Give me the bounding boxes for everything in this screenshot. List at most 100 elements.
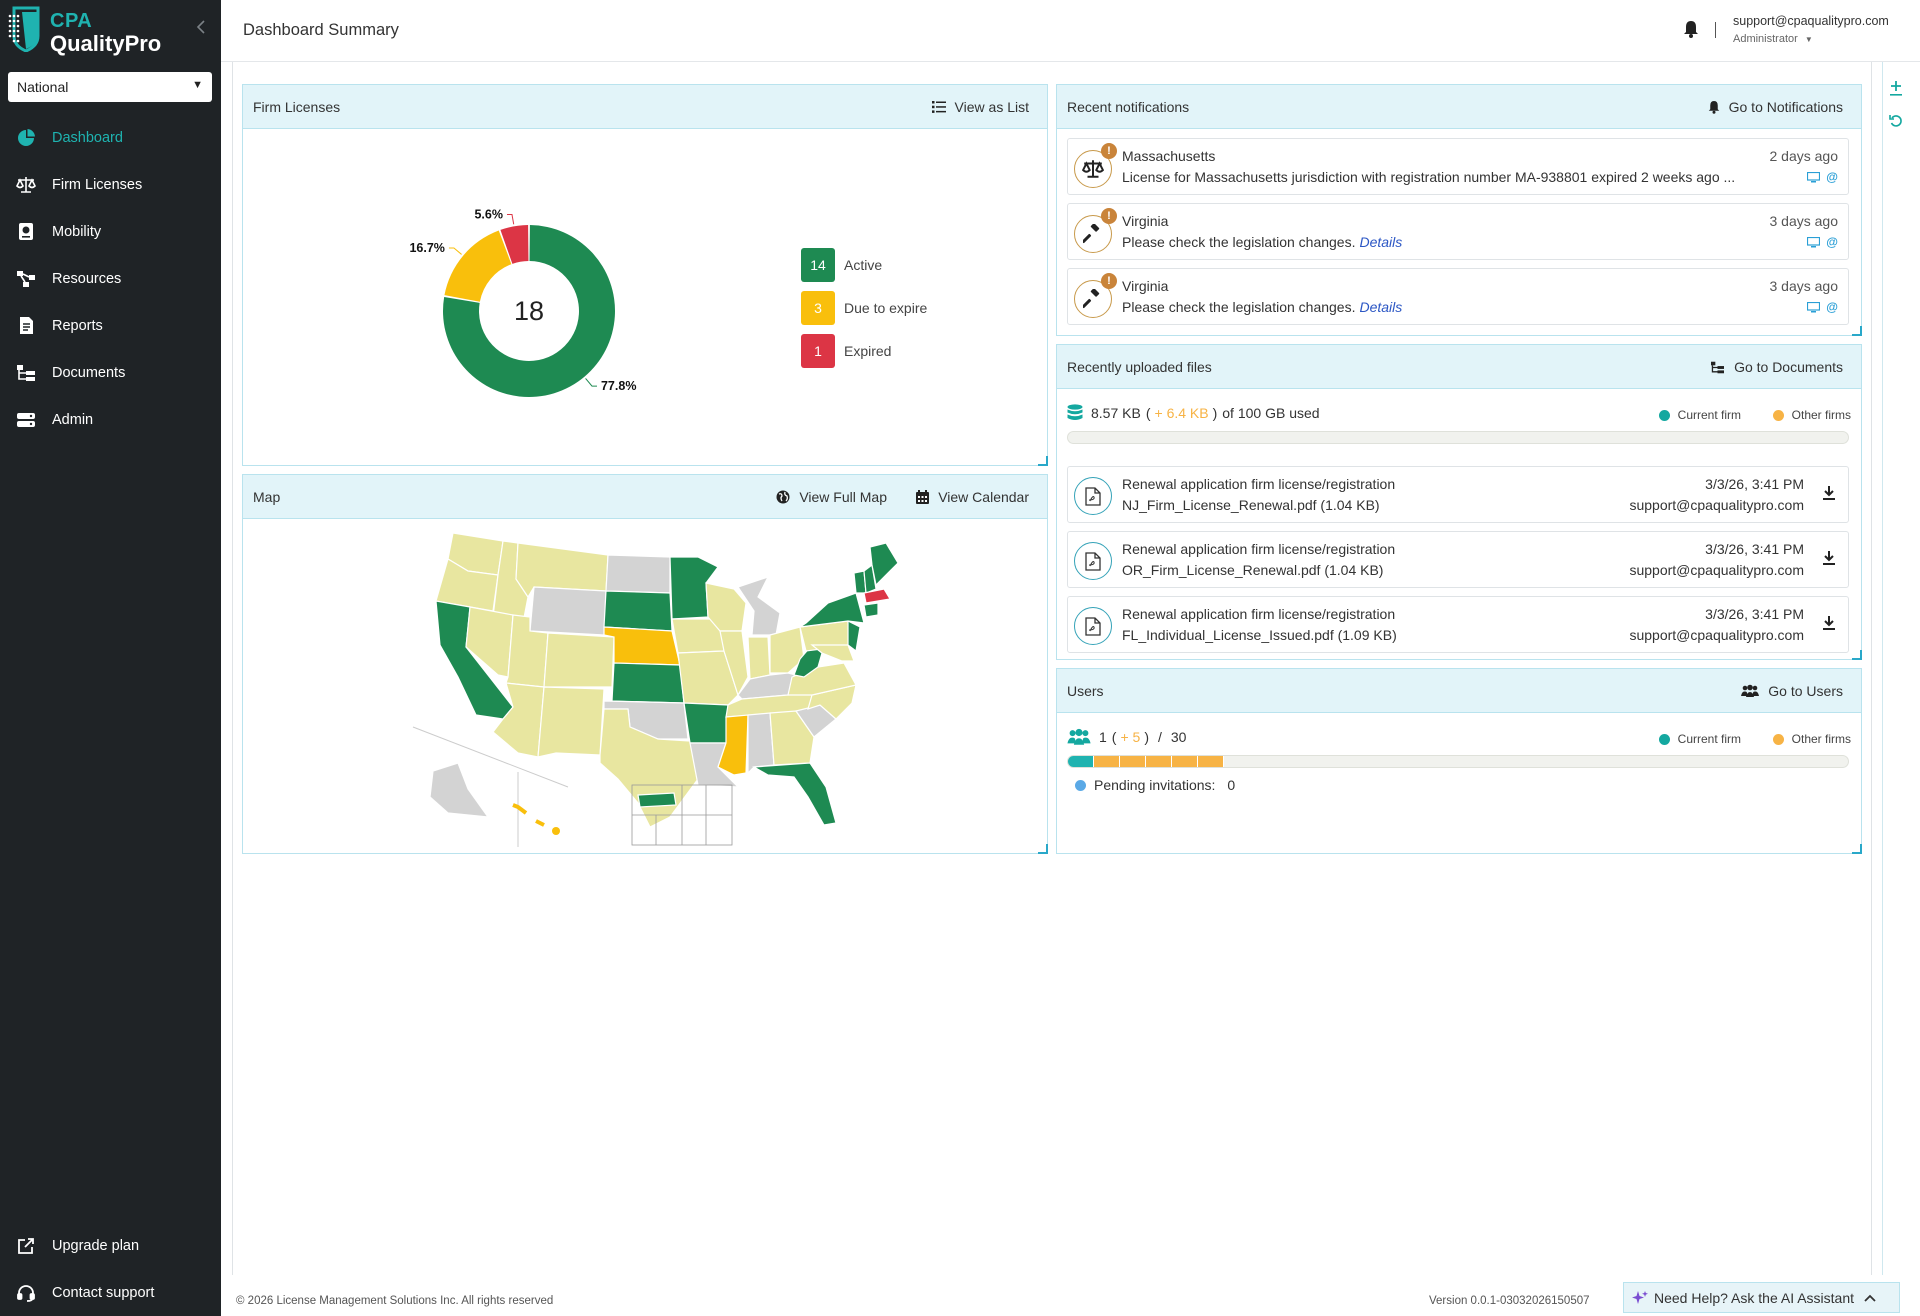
legend-due-to-expire[interactable]: 3 Due to expire — [801, 291, 927, 325]
sidebar-item-mobility[interactable]: Mobility — [0, 208, 221, 255]
seat-segment-other — [1172, 756, 1198, 767]
map-state-oh[interactable] — [769, 626, 805, 674]
go-to-notifications-button[interactable]: Go to Notifications — [1708, 99, 1843, 115]
map-state-ar[interactable] — [683, 702, 729, 744]
map-state-nd[interactable] — [605, 554, 671, 594]
donut-slice-active[interactable] — [443, 225, 615, 397]
users-icon — [1067, 728, 1091, 745]
sidebar-item-upgrade-plan[interactable]: Upgrade plan — [0, 1222, 221, 1269]
sidebar-item-firm-licenses[interactable]: Firm Licenses — [0, 161, 221, 208]
sidebar: CPA QualityPro National ▼ Dashboard Firm… — [0, 0, 221, 1316]
map-state-nm[interactable] — [537, 686, 605, 758]
panel-resize-handle[interactable] — [1852, 650, 1862, 660]
chevron-up-icon — [1864, 1294, 1876, 1302]
map-state-ny[interactable] — [799, 592, 865, 628]
notification-item[interactable]: ! Virginia Please check the legislation … — [1067, 203, 1849, 260]
users-separator: / — [1158, 729, 1162, 745]
map-state-mo[interactable] — [677, 650, 739, 706]
map-state-md[interactable] — [810, 644, 855, 662]
app-logo[interactable]: CPA QualityPro — [8, 6, 208, 56]
map-state-co[interactable] — [543, 632, 615, 688]
map-state-ks[interactable] — [611, 662, 685, 704]
download-icon — [1823, 486, 1835, 500]
ai-assistant-button[interactable]: Need Help? Ask the AI Assistant — [1623, 1282, 1900, 1313]
notification-item[interactable]: ! Virginia Please check the legislation … — [1067, 268, 1849, 325]
file-date: 3/3/26, 3:41 PM — [1705, 541, 1804, 557]
external-link-icon — [15, 1235, 37, 1257]
notifications-bell-button[interactable] — [1683, 20, 1699, 43]
headset-icon — [15, 1282, 37, 1304]
user-role-dropdown[interactable]: Administrator ▼ — [1733, 33, 1813, 45]
donut-percent-label: 77.8% — [601, 379, 636, 393]
file-row[interactable]: Renewal application firm license/registr… — [1067, 596, 1849, 653]
download-button[interactable] — [1822, 485, 1836, 506]
dot-other — [1772, 409, 1784, 421]
sidebar-item-reports[interactable]: Reports — [0, 302, 221, 349]
map-state-me[interactable] — [869, 542, 899, 587]
view-full-map-label: View Full Map — [799, 489, 887, 505]
download-button[interactable] — [1822, 550, 1836, 571]
dot-pending — [1075, 779, 1086, 791]
map-state-sd[interactable] — [603, 590, 673, 632]
notification-item[interactable]: ! Massachusetts License for Massachusett… — [1067, 138, 1849, 195]
map-state-hi[interactable] — [512, 803, 545, 827]
legend-active[interactable]: 14 Active — [801, 248, 882, 282]
map-state-il[interactable] — [719, 630, 749, 697]
us-states-map[interactable] — [408, 527, 908, 847]
legend-active-count: 14 — [801, 248, 835, 282]
notification-details-link[interactable]: Details — [1359, 299, 1403, 315]
map-state-ak[interactable] — [429, 762, 490, 818]
seat-segment-other — [1146, 756, 1172, 767]
go-to-users-button[interactable]: Go to Users — [1741, 683, 1843, 699]
file-row[interactable]: Renewal application firm license/registr… — [1067, 466, 1849, 523]
sidebar-item-admin[interactable]: Admin — [0, 396, 221, 443]
go-to-documents-button[interactable]: Go to Documents — [1710, 359, 1843, 375]
map-state-ma[interactable] — [863, 588, 891, 604]
paren-open: ( — [1111, 729, 1117, 745]
jurisdiction-select[interactable]: National ▼ — [8, 72, 212, 102]
map-state-wy[interactable] — [529, 586, 607, 636]
map-state-la[interactable] — [689, 742, 740, 788]
map-state-in[interactable] — [747, 636, 771, 680]
panel-header: Map View Full Map View Calendar — [243, 475, 1047, 519]
file-row[interactable]: Renewal application firm license/registr… — [1067, 531, 1849, 588]
reset-layout-button[interactable] — [1889, 114, 1903, 133]
legend-other-firms: Other firms — [1772, 408, 1851, 422]
notification-details-link[interactable]: Details — [1359, 234, 1403, 250]
users-panel: Users Go to Users 1 ( + 5 ) / 30 Current… — [1056, 668, 1862, 854]
sidebar-bottom: Upgrade plan Contact support — [0, 1222, 221, 1316]
paren-close: ) — [1144, 729, 1149, 745]
sidebar-item-resources[interactable]: Resources — [0, 255, 221, 302]
seat-segments — [1068, 756, 1224, 767]
view-full-map-button[interactable]: View Full Map — [776, 489, 887, 505]
view-as-list-button[interactable]: View as List — [931, 99, 1029, 115]
donut-slice-expired[interactable] — [500, 225, 529, 264]
desktop-icon — [1807, 236, 1821, 247]
panel-resize-handle[interactable] — [1852, 326, 1862, 336]
sidebar-item-dashboard[interactable]: Dashboard — [0, 114, 221, 161]
user-email[interactable]: support@cpaqualitypro.com — [1733, 14, 1889, 28]
legend-expired[interactable]: 1 Expired — [801, 334, 891, 368]
panel-resize-handle[interactable] — [1038, 456, 1048, 466]
map-state-fl[interactable] — [751, 762, 837, 826]
notification-channels: @ — [1807, 170, 1838, 184]
map-state-nv[interactable] — [465, 606, 514, 678]
map-territory-pr[interactable] — [637, 792, 677, 808]
view-calendar-label: View Calendar — [938, 489, 1029, 505]
map-state-ga[interactable] — [769, 710, 815, 766]
map-state-mi[interactable] — [737, 575, 781, 636]
map-state-ne[interactable] — [603, 626, 681, 666]
map-state-ct[interactable] — [863, 602, 879, 618]
sidebar-item-label: Firm Licenses — [52, 176, 143, 193]
view-calendar-button[interactable]: View Calendar — [916, 489, 1029, 505]
sidebar-item-contact-support[interactable]: Contact support — [0, 1269, 221, 1316]
panel-resize-handle[interactable] — [1852, 844, 1862, 854]
donut-slice-due-to-expire[interactable] — [444, 230, 512, 302]
add-widget-button[interactable] — [1889, 80, 1903, 101]
download-button[interactable] — [1822, 615, 1836, 636]
collapse-sidebar-button[interactable] — [196, 18, 206, 39]
users-current: 1 — [1099, 729, 1107, 745]
map-state-nj[interactable] — [847, 620, 861, 653]
panel-resize-handle[interactable] — [1038, 844, 1048, 854]
sidebar-item-documents[interactable]: Documents — [0, 349, 221, 396]
